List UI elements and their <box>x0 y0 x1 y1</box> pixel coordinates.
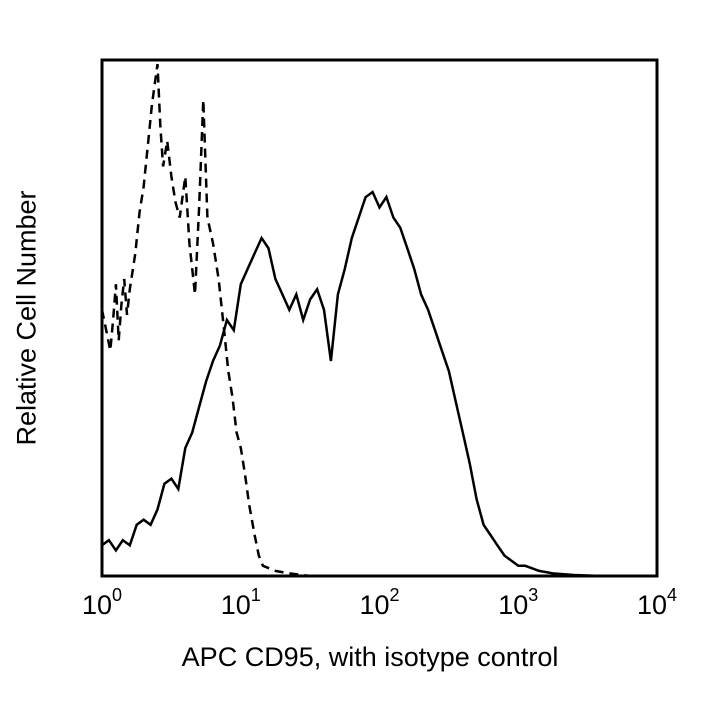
isotype-control-histogram <box>100 63 657 578</box>
cd95-histogram <box>101 190 657 578</box>
y-axis-label: Relative Cell Number <box>11 190 42 446</box>
x-tick-label: 101 <box>220 585 261 620</box>
series-layer <box>100 63 657 578</box>
x-tick-label: 100 <box>81 585 123 620</box>
x-tick-label: 103 <box>498 585 539 620</box>
x-axis-label: APC CD95, with isotype control <box>181 642 559 672</box>
x-tick-label: 104 <box>636 585 678 620</box>
plot-frame <box>100 58 659 578</box>
x-tick-label: 102 <box>359 585 400 620</box>
